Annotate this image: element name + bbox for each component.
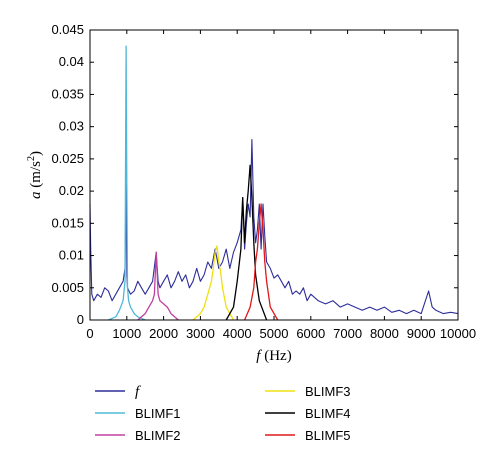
y-tick-label: 0.015	[51, 215, 84, 230]
x-tick-label: 10000	[440, 326, 476, 341]
y-tick-label: 0	[77, 312, 84, 327]
series-line-blimf2	[137, 251, 179, 321]
series-line-blimf1	[108, 45, 146, 321]
x-axis: 0 1000 2000 3000 4000 5000 6000 7000 8000 9000 100…	[86, 30, 476, 341]
y-tick-label: 0.03	[59, 119, 84, 134]
series-line-blimf3	[192, 245, 235, 321]
series-line-f	[89, 139, 459, 315]
legend-label-blimf4: BLIMF4	[305, 406, 351, 421]
legend-label-blimf5: BLIMF5	[305, 428, 351, 443]
series-layer	[89, 45, 459, 321]
legend: f BLIMF1 BLIMF2 BLIMF3 BLIMF4 BLIMF5	[95, 384, 351, 443]
x-tick-label: 8000	[370, 326, 399, 341]
legend-label-blimf1: BLIMF1	[135, 406, 181, 421]
y-tick-label: 0.04	[59, 54, 84, 69]
series-line-blimf5	[244, 203, 279, 321]
y-tick-label: 0.005	[51, 280, 84, 295]
x-tick-label: 6000	[296, 326, 325, 341]
y-tick-label: 0.035	[51, 86, 84, 101]
x-tick-label: 5000	[260, 326, 289, 341]
x-tick-label: 2000	[149, 326, 178, 341]
x-tick-label: 4000	[223, 326, 252, 341]
plot-background	[90, 30, 458, 320]
legend-label-f: f	[135, 384, 141, 400]
y-tick-label: 0.045	[51, 22, 84, 37]
x-tick-label: 7000	[333, 326, 362, 341]
legend-label-blimf2: BLIMF2	[135, 428, 181, 443]
x-tick-label: 9000	[407, 326, 436, 341]
y-axis: 0 0.005 0.01 0.015 0.02 0.025 0.03 0.035 0.04 0.0…	[51, 22, 458, 327]
x-tick-label: 3000	[186, 326, 215, 341]
x-tick-label: 1000	[112, 326, 141, 341]
y-tick-label: 0.02	[59, 183, 84, 198]
y-tick-label: 0.025	[51, 151, 84, 166]
legend-label-blimf3: BLIMF3	[305, 384, 351, 399]
y-axis-label: a (m/s2)	[26, 151, 44, 199]
x-tick-label: 0	[86, 326, 93, 341]
x-axis-label: f (Hz)	[256, 348, 291, 364]
y-tick-label: 0.01	[59, 248, 84, 263]
